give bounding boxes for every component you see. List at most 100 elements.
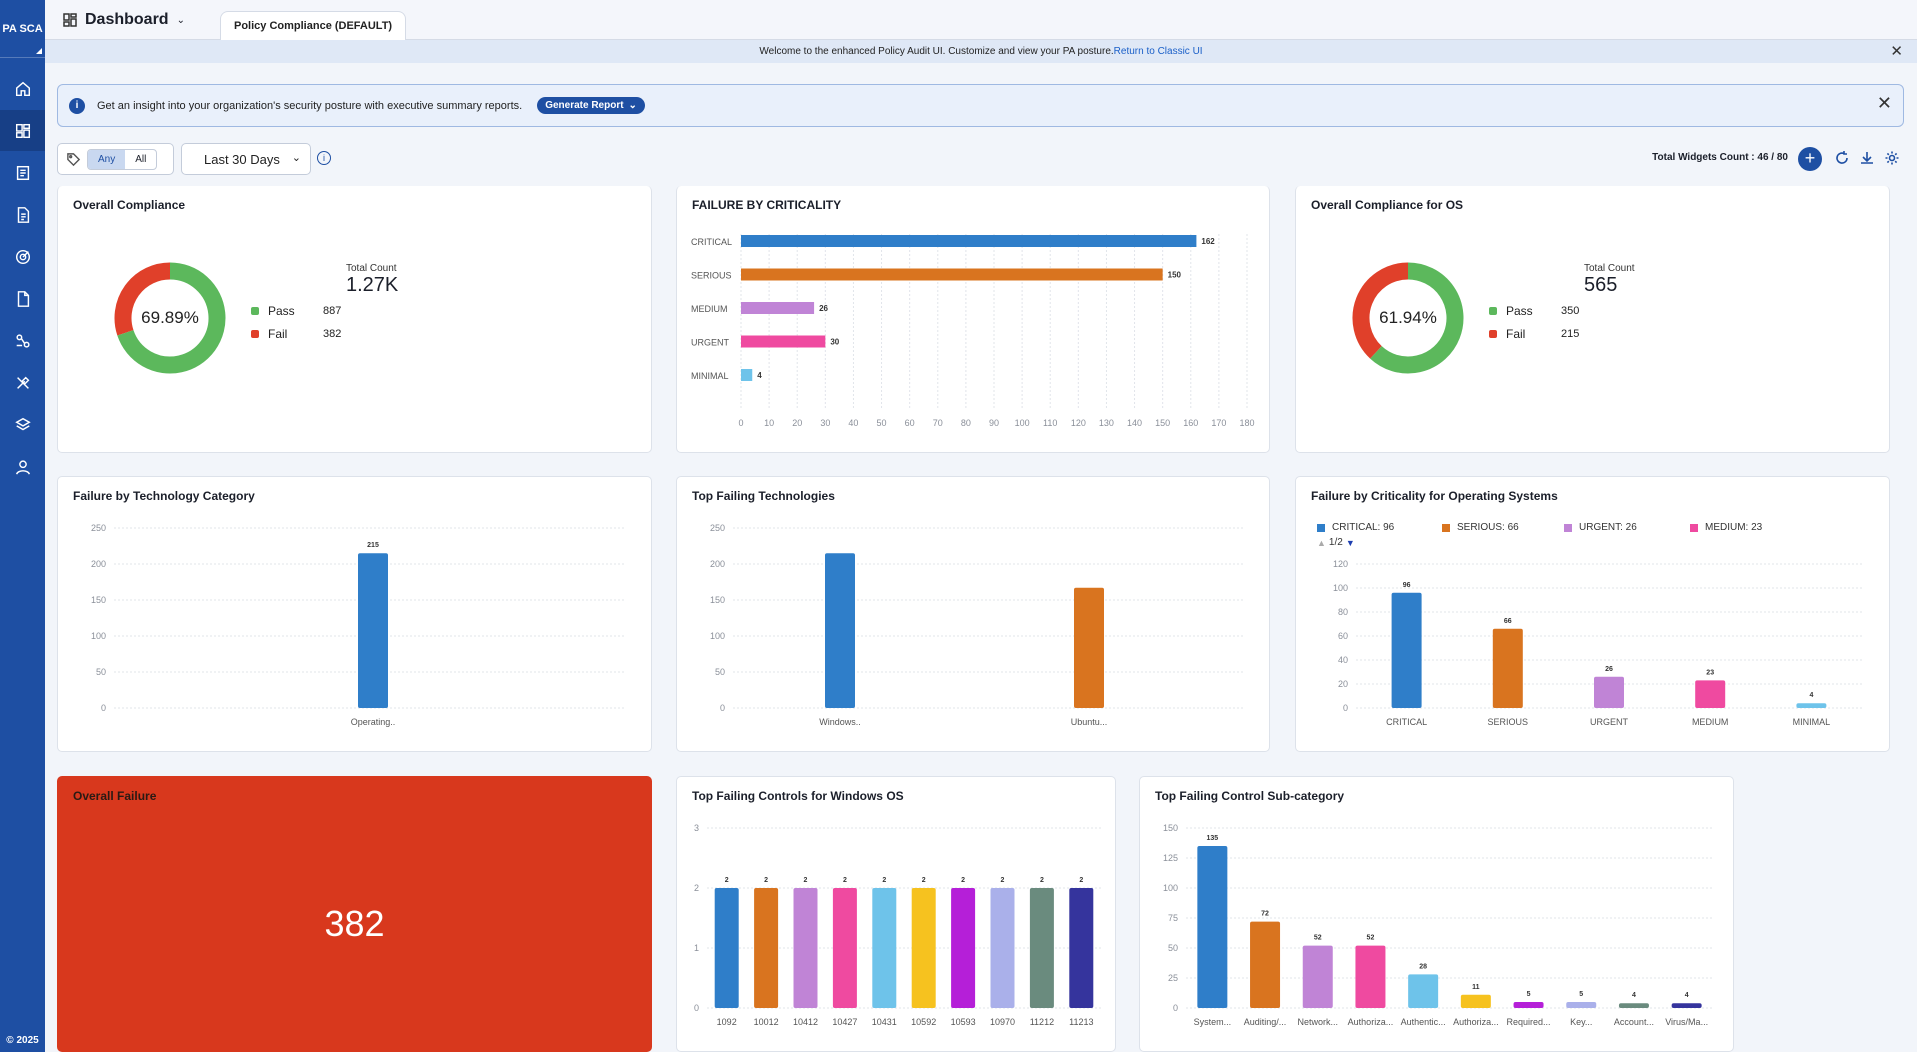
- welcome-bar: Welcome to the enhanced Policy Audit UI.…: [45, 40, 1917, 63]
- bar: [714, 888, 739, 1008]
- y-tick-label: 2: [694, 883, 699, 893]
- brand-logo[interactable]: PA SCA: [0, 0, 45, 58]
- nav-home[interactable]: [0, 68, 45, 109]
- nav-user[interactable]: [0, 446, 45, 487]
- legend-swatch: [1690, 523, 1698, 532]
- os-compliance-percent: 61.94%: [1379, 308, 1437, 327]
- nav-documents[interactable]: [0, 278, 45, 319]
- x-tick-label: 130: [1099, 418, 1114, 428]
- welcome-text: Welcome to the enhanced Policy Audit UI.…: [759, 46, 1114, 57]
- bar: [358, 553, 388, 708]
- date-range-select[interactable]: Last 30 Days ⌄: [181, 143, 311, 175]
- pass-slice: [117, 262, 226, 374]
- legend-critical[interactable]: CRITICAL: 96: [1317, 522, 1394, 533]
- x-tick-label: 10592: [911, 1017, 936, 1027]
- page-down-icon[interactable]: ▼: [1345, 537, 1355, 548]
- legend-serious[interactable]: SERIOUS: 66: [1442, 522, 1519, 533]
- top-tech-widget: Top Failing Technologies 0 50 100 150 200 250…: [676, 476, 1270, 752]
- y-tick-label: 0: [101, 703, 106, 713]
- bar: [872, 888, 897, 1008]
- bar: [1796, 703, 1827, 708]
- chevron-down-icon: ⌄: [291, 152, 301, 164]
- fail-label: Fail: [1506, 327, 1526, 341]
- close-icon[interactable]: ✕: [1890, 43, 1903, 60]
- overall-compliance-widget: Overall Compliance 69.89% Total Count 1.…: [57, 186, 652, 453]
- bar: [741, 268, 1163, 281]
- sidebar: PA SCA © 2025: [0, 0, 45, 1052]
- y-tick-label: 0: [694, 1003, 699, 1013]
- pass-label: Pass: [268, 304, 295, 318]
- download-button[interactable]: [1859, 150, 1875, 166]
- y-tick-label: 125: [1163, 853, 1178, 863]
- close-icon[interactable]: ✕: [1876, 93, 1892, 113]
- page-up-icon[interactable]: ▲: [1317, 537, 1326, 548]
- x-tick-label: 120: [1071, 418, 1086, 428]
- x-tick-label: 160: [1183, 418, 1198, 428]
- data-label: 2: [804, 877, 808, 884]
- generate-report-button[interactable]: Generate Report ⌄: [537, 97, 645, 114]
- total-count: Total Count 565: [1584, 263, 1635, 297]
- data-label: 2: [882, 877, 886, 884]
- total-count: Total Count 1.27K: [346, 263, 398, 297]
- nav-scans[interactable]: [0, 236, 45, 277]
- download-icon: [1861, 152, 1873, 164]
- legend-medium[interactable]: MEDIUM: 23: [1690, 522, 1762, 533]
- copyright-text: © 2025: [6, 1035, 39, 1046]
- nav-connectors[interactable]: [0, 320, 45, 361]
- widget-title: Overall Compliance for OS: [1311, 198, 1464, 212]
- data-label: 2: [1079, 877, 1083, 884]
- dashboard-icon: [15, 123, 30, 138]
- data-label: 23: [1706, 669, 1714, 676]
- generate-report-label: Generate Report: [545, 100, 624, 111]
- nav-policies[interactable]: [0, 152, 45, 193]
- nav-assets[interactable]: [0, 404, 45, 445]
- y-tick-label: 200: [91, 559, 106, 569]
- add-widget-button[interactable]: +: [1798, 147, 1822, 171]
- x-tick-label: 30: [820, 418, 830, 428]
- banner-text: Get an insight into your organization's …: [97, 99, 523, 112]
- tab-policy-compliance[interactable]: Policy Compliance (DEFAULT): [220, 11, 407, 40]
- fail-swatch: [251, 330, 259, 338]
- x-tick-label: System...: [1194, 1017, 1232, 1027]
- bar: [1391, 592, 1422, 708]
- data-label: 72: [1261, 911, 1269, 918]
- info-icon[interactable]: i: [317, 151, 331, 165]
- tag-any-button[interactable]: Any: [88, 149, 126, 169]
- classic-ui-link[interactable]: Return to Classic UI: [1113, 46, 1203, 57]
- bar: [1671, 1003, 1702, 1008]
- y-tick-label: 100: [1333, 583, 1348, 593]
- x-tick-label: 10: [764, 418, 774, 428]
- bar: [825, 553, 855, 708]
- legend-urgent[interactable]: URGENT: 26: [1564, 522, 1637, 533]
- subcategory-widget: Top Failing Control Sub-category 0 25 50 75…: [1139, 776, 1734, 1052]
- refresh-button[interactable]: [1834, 150, 1850, 166]
- fail-slice: [1352, 262, 1409, 359]
- dashboard-selector[interactable]: Dashboard ⌄: [63, 11, 185, 29]
- x-tick-label: Authentic...: [1401, 1017, 1446, 1027]
- widget-title: Top Failing Controls for Windows OS: [692, 789, 904, 803]
- nav-reports[interactable]: [0, 194, 45, 235]
- legend-label: URGENT: 26: [1579, 522, 1637, 533]
- data-label: 162: [1201, 237, 1215, 246]
- nav-tools[interactable]: [0, 362, 45, 403]
- x-tick-label: 20: [792, 418, 802, 428]
- nav-dashboard[interactable]: [0, 110, 45, 151]
- x-tick-label: Key...: [1570, 1017, 1592, 1027]
- pass-label: Pass: [1506, 304, 1533, 318]
- legend-pager: ▲ 1/2 ▼: [1317, 537, 1355, 548]
- x-tick-label: 10427: [832, 1017, 857, 1027]
- pass-slice: [1370, 262, 1464, 374]
- fail-count: 215: [1561, 328, 1580, 340]
- bar: [1074, 587, 1104, 708]
- home-icon: [15, 81, 30, 96]
- widget-title: Failure by Technology Category: [73, 489, 255, 503]
- y-tick-label: 50: [715, 667, 725, 677]
- x-tick-label: 140: [1127, 418, 1142, 428]
- tag-all-button[interactable]: All: [135, 153, 147, 165]
- y-tick-label: MEDIUM: [691, 304, 728, 314]
- tools-icon: [16, 376, 29, 389]
- bar: [741, 302, 815, 314]
- settings-button[interactable]: [1884, 150, 1900, 166]
- pass-count: 887: [323, 305, 342, 317]
- y-tick-label: 50: [96, 667, 106, 677]
